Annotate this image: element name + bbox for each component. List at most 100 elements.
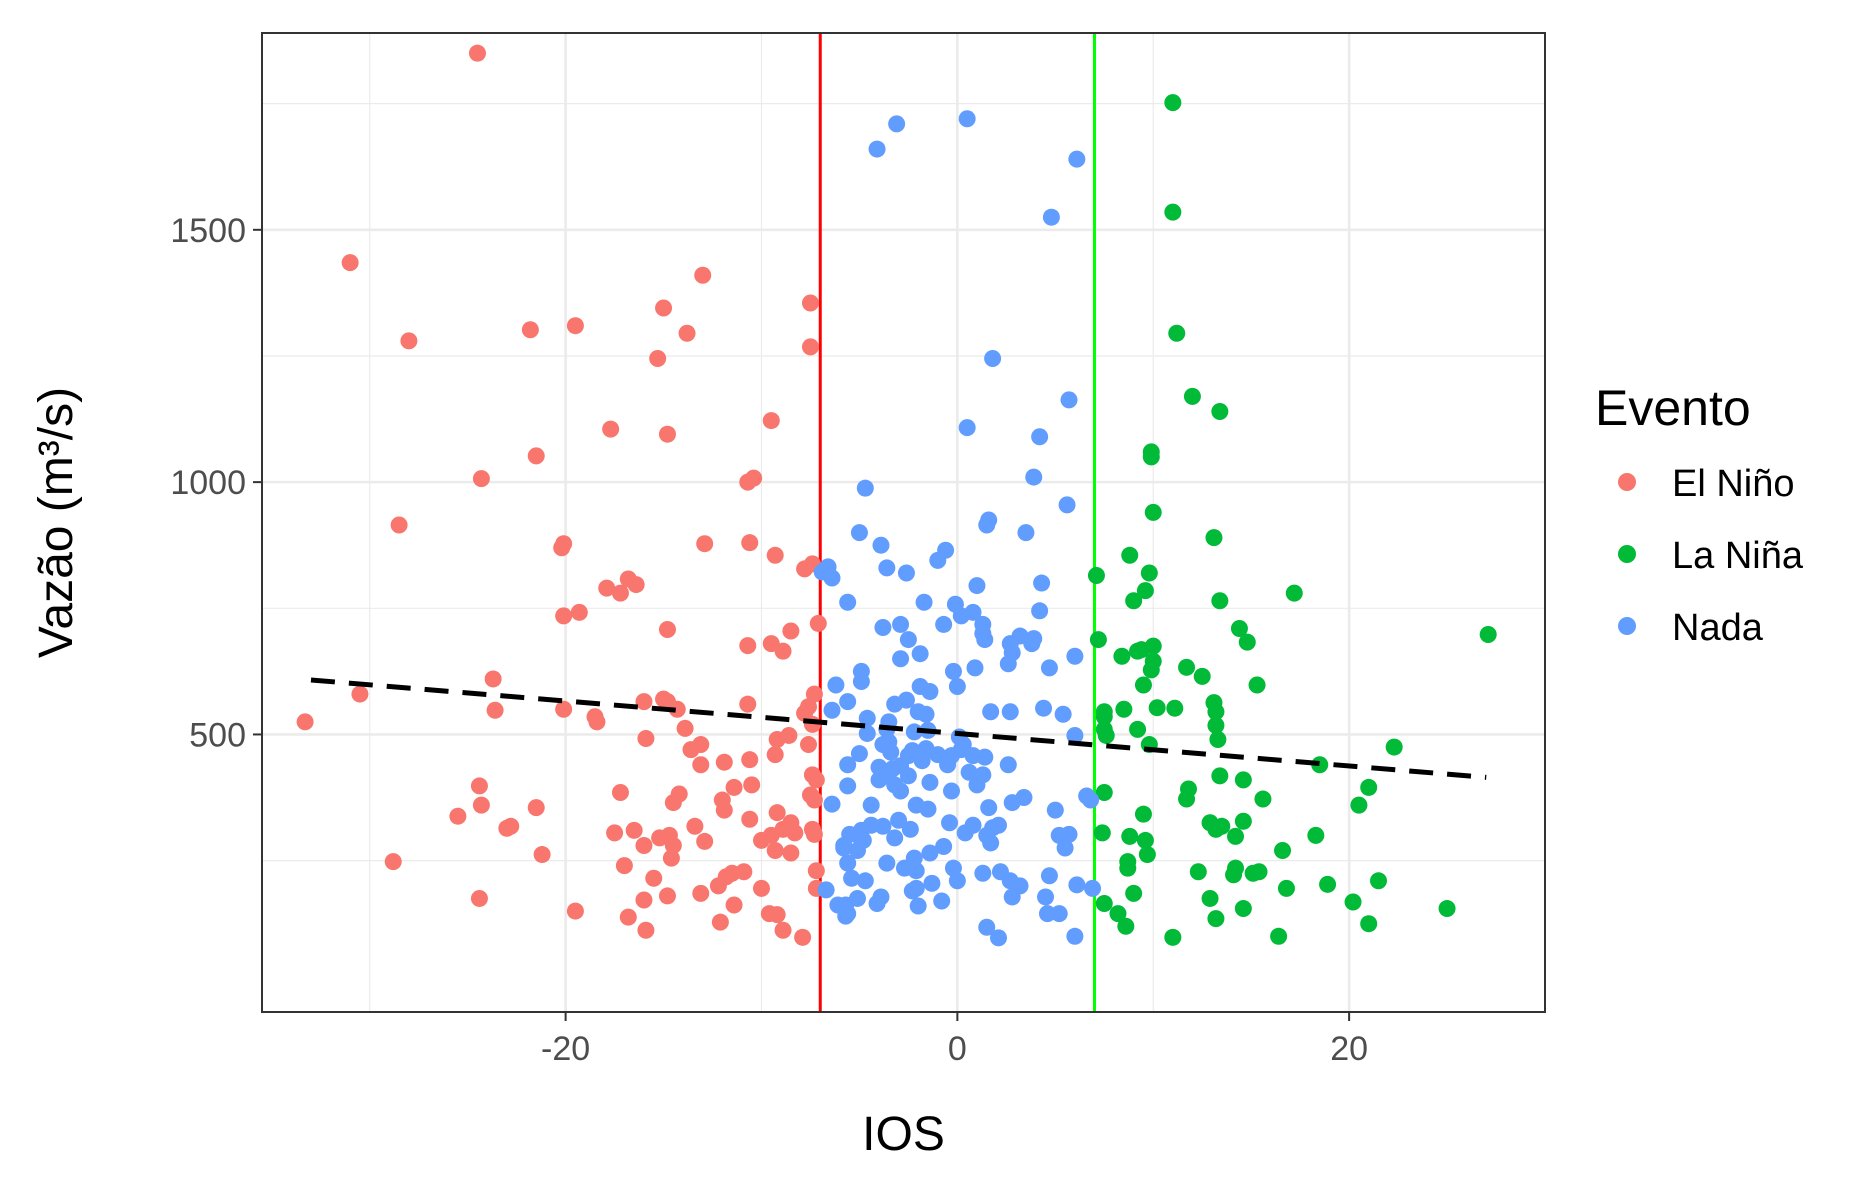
data-point [470, 889, 488, 907]
data-point [696, 832, 714, 850]
data-point [1211, 592, 1229, 610]
data-point [774, 642, 792, 660]
data-point [1207, 910, 1225, 928]
data-point [1125, 592, 1143, 610]
data-point [903, 882, 921, 900]
data-point [1136, 831, 1154, 849]
data-point [739, 637, 757, 655]
data-point [980, 799, 998, 817]
data-point [1134, 676, 1152, 694]
data-point [1254, 790, 1272, 808]
data-point [942, 782, 960, 800]
data-point [1211, 767, 1229, 785]
data-point [1134, 805, 1152, 823]
data-point [1125, 884, 1143, 902]
legend-key [1618, 545, 1636, 563]
data-point [676, 719, 694, 737]
data-point [835, 839, 853, 857]
data-point [484, 670, 502, 688]
data-point [1033, 574, 1051, 592]
data-point [839, 777, 857, 795]
data-point [899, 767, 917, 785]
data-point [1031, 428, 1049, 446]
data-point [1248, 676, 1266, 694]
data-point [766, 746, 784, 764]
data-point [598, 579, 616, 597]
data-point [1148, 699, 1166, 717]
data-point [1168, 324, 1186, 342]
data-point [1238, 633, 1256, 651]
data-point [627, 576, 645, 594]
x-axis-title: IOS [862, 1108, 945, 1161]
data-point [982, 703, 1000, 721]
data-point [1183, 387, 1201, 405]
data-point [635, 836, 653, 854]
data-point [566, 317, 584, 335]
data-point [839, 756, 857, 774]
data-point [1136, 582, 1154, 600]
data-point [796, 560, 814, 578]
data-point [1142, 661, 1160, 679]
data-point [1311, 756, 1329, 774]
data-point [782, 844, 800, 862]
data-point [948, 872, 966, 890]
data-point [911, 645, 929, 663]
data-point [958, 110, 976, 128]
data-point [888, 115, 906, 133]
data-point [964, 603, 982, 621]
y-axis-title: Vazão (m³/s) [30, 387, 83, 658]
data-point [1035, 699, 1053, 717]
legend-label: La Niña [1672, 535, 1804, 577]
data-point [913, 752, 931, 770]
data-point [1087, 566, 1105, 584]
data-point [1234, 771, 1252, 789]
data-point [1201, 889, 1219, 907]
data-point [960, 763, 978, 781]
data-point [1142, 448, 1160, 466]
data-point [856, 872, 874, 890]
data-point [1001, 703, 1019, 721]
data-point [602, 420, 620, 438]
x-tick-label: -20 [541, 1030, 590, 1068]
data-point [1166, 699, 1184, 717]
data-point [1140, 564, 1158, 582]
data-point [850, 524, 868, 542]
data-point [974, 864, 992, 882]
data-point [709, 877, 727, 895]
data-point [741, 810, 759, 828]
data-point [566, 902, 584, 920]
data-point [968, 577, 986, 595]
data-point [521, 321, 539, 339]
data-point [1385, 738, 1403, 756]
data-point [635, 693, 653, 711]
data-point [649, 349, 667, 367]
data-point [978, 918, 996, 936]
data-point [801, 294, 819, 312]
data-point [982, 834, 1000, 852]
data-point [1319, 875, 1337, 893]
data-point [1040, 867, 1058, 885]
data-point [966, 659, 984, 677]
data-point [892, 650, 910, 668]
plot-panel-border [261, 32, 1546, 1013]
data-point [786, 824, 804, 842]
data-point [611, 584, 629, 602]
data-point [1207, 820, 1225, 838]
data-point [1205, 529, 1223, 547]
data-point [799, 736, 817, 754]
data-point [658, 887, 676, 905]
data-point [527, 447, 545, 465]
data-point [1121, 827, 1139, 845]
data-point [1234, 812, 1252, 830]
data-point [909, 703, 927, 721]
data-point [1178, 790, 1196, 808]
data-point [856, 479, 874, 497]
data-point [886, 695, 904, 713]
data-point [752, 879, 770, 897]
data-point [472, 796, 490, 814]
data-point [662, 849, 680, 867]
data-point [858, 709, 876, 727]
data-point [715, 801, 733, 819]
data-point [645, 869, 663, 887]
data-point [1144, 503, 1162, 521]
